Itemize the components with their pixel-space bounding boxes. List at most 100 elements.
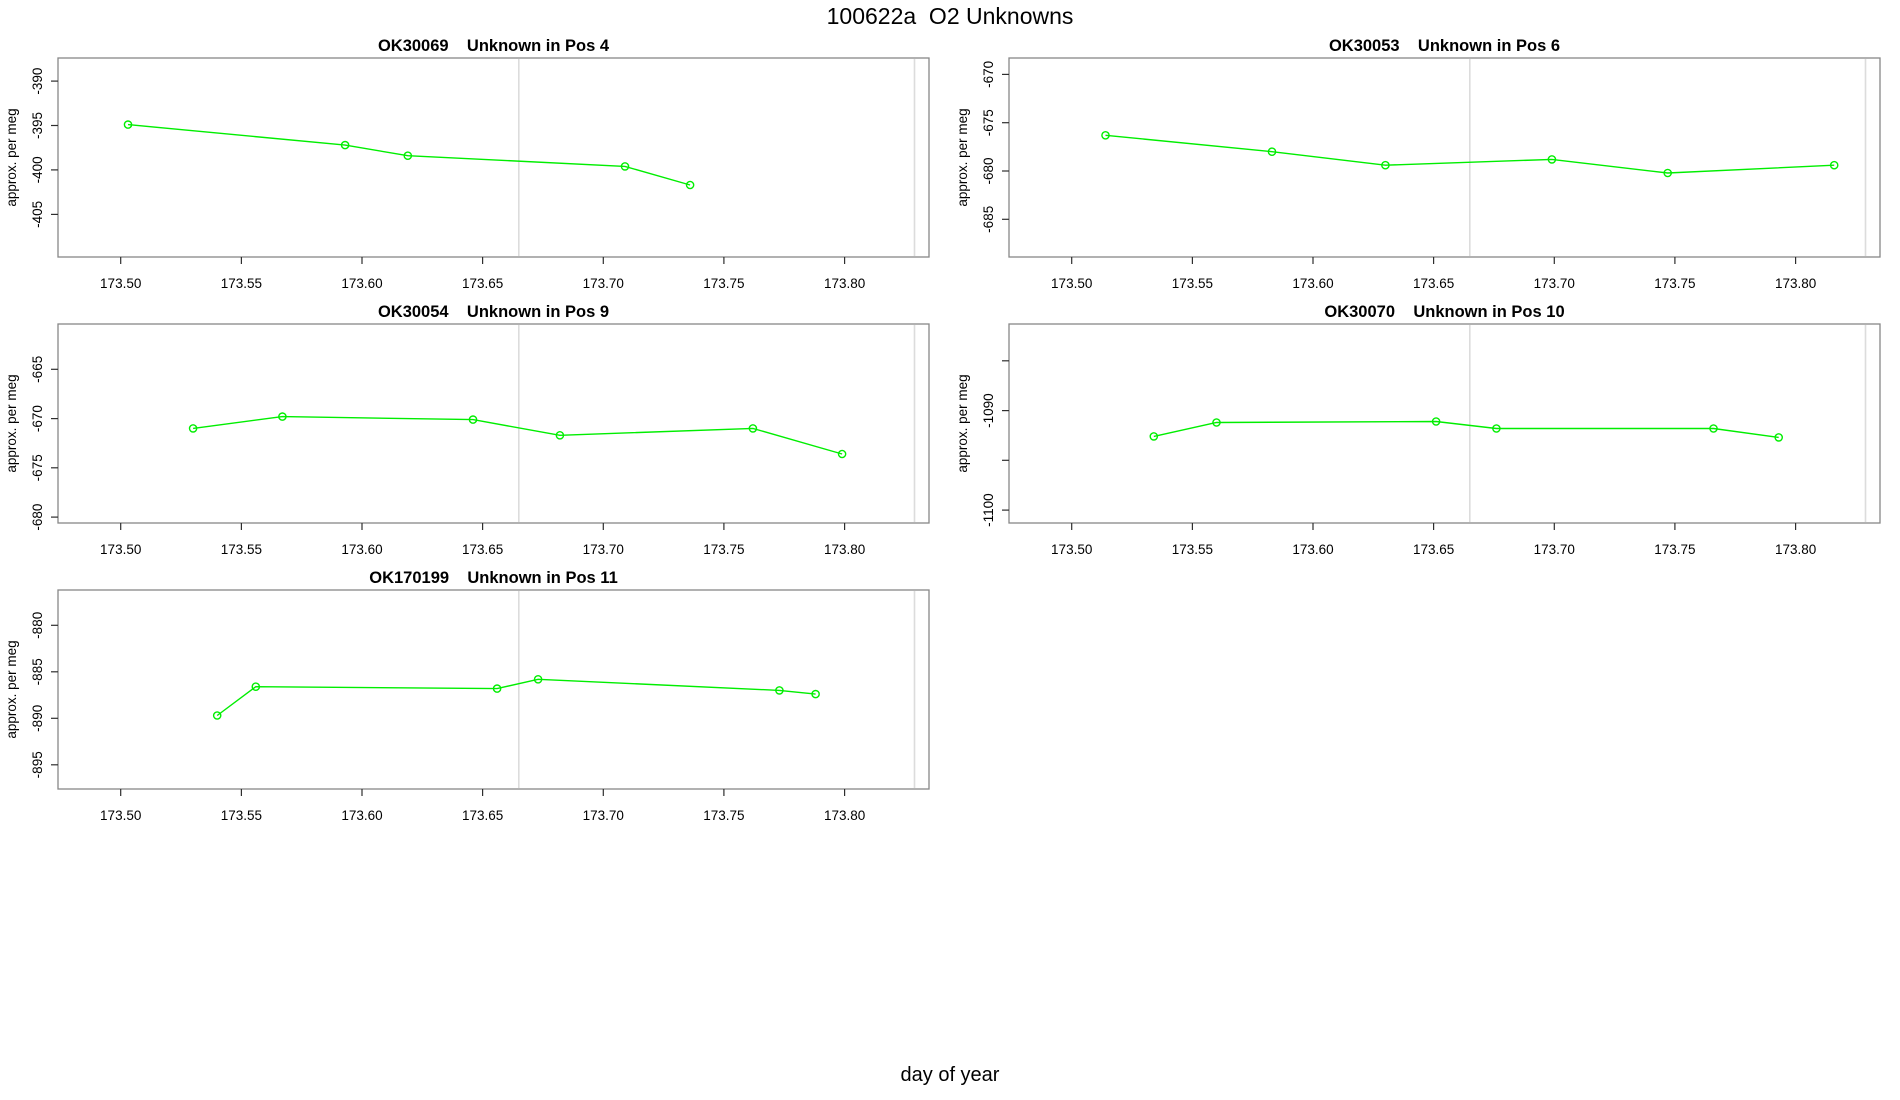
y-tick-label: -895 [30,751,45,778]
plot-box [57,57,930,258]
data-point-marker [1547,155,1557,164]
y-axis-label: approx. per meg [4,108,19,206]
panel-ok30069: OK30069 Unknown in Pos 4 173.50 173.55 173.… [4,37,930,291]
x-tick-label: 173.80 [824,808,865,823]
series-line [1153,420,1779,439]
x-tick-label: 173.55 [1172,542,1213,557]
data-point-marker [1663,168,1673,178]
series-line [1105,134,1835,174]
page-title: 100622a O2 Unknowns [826,3,1074,29]
y-tick-label: -1100 [981,493,996,527]
x-tick-label: 173.65 [462,808,503,823]
x-tick-label: 173.65 [462,542,503,557]
y-axis-label: approx. per meg [955,108,970,206]
x-tick-label: 173.55 [221,542,262,557]
y-axis-label: approx. per meg [4,640,19,738]
data-point-marker [1212,418,1221,427]
data-point-marker [212,711,222,720]
plot-box [1008,323,1881,524]
x-axis-global-label: day of year [900,1064,1000,1086]
x-tick-label: 173.70 [583,542,624,557]
data-point-marker [403,151,413,160]
y-tick-label: -680 [981,157,996,184]
data-point-marker [748,424,758,433]
x-tick-label: 173.75 [1654,276,1695,291]
plot-box [1008,57,1881,258]
x-tick-label: 173.75 [703,542,744,557]
data-point-marker [1709,424,1718,433]
y-tick-label: -880 [30,612,45,639]
data-point-marker [620,162,630,171]
data-point-marker [123,120,133,129]
x-tick-label: 173.50 [1051,276,1092,291]
panel-ok30053: OK30053 Unknown in Pos 6 173.50 173.55 173.… [955,37,1881,291]
x-tick-label: 173.70 [583,808,624,823]
panel-ok30070: OK30070 Unknown in Pos 10 173.50 173.55 173… [955,303,1881,557]
data-series [1149,417,1784,442]
data-point-marker [251,682,261,691]
data-series [123,120,695,190]
x-tick-label: 173.60 [1292,542,1333,557]
x-tick-label: 173.70 [1534,542,1575,557]
x-tick-label: 173.80 [1775,276,1816,291]
x-tick-label: 173.60 [341,276,382,291]
x-tick-label: 173.65 [1413,542,1454,557]
series-line [193,415,843,455]
x-tick-label: 173.50 [100,808,141,823]
data-point-marker [1381,160,1390,170]
data-point-marker [1267,147,1277,156]
data-series [212,674,820,720]
y-tick-label: -670 [981,61,996,88]
y-tick-label: -390 [30,68,45,95]
x-tick-label: 173.55 [221,808,262,823]
x-tick-label: 173.50 [1051,542,1092,557]
data-point-marker [468,415,478,424]
plot-box [57,589,930,790]
x-tick-label: 173.70 [1534,276,1575,291]
panel-title: OK30070 Unknown in Pos 10 [1324,303,1564,321]
x-tick-label: 173.65 [1413,276,1454,291]
data-point-marker [188,424,198,433]
y-tick-label: -680 [30,504,45,531]
y-tick-label: -395 [30,112,45,139]
panel-title: OK30069 Unknown in Pos 4 [378,37,610,55]
y-axis-label: approx. per meg [4,374,19,472]
y-tick-label: -400 [30,156,45,183]
x-tick-label: 173.70 [583,276,624,291]
data-point-marker [492,684,502,693]
x-tick-label: 173.55 [1172,276,1213,291]
panel-ok170199: OK170199 Unknown in Pos 11 173.50 173.55 17… [4,569,930,823]
data-point-marker [1149,432,1159,441]
panel-ok30054: OK30054 Unknown in Pos 9 173.50 173.55 173.… [4,303,930,557]
plot-box [57,323,930,524]
panel-title: OK30053 Unknown in Pos 6 [1329,37,1560,55]
x-tick-label: 173.60 [341,808,382,823]
y-tick-label: -405 [30,201,45,228]
data-point-marker [1101,130,1110,140]
data-point-marker [278,412,287,421]
x-tick-label: 173.50 [100,276,141,291]
data-point-marker [1774,433,1784,442]
x-tick-label: 173.80 [824,542,865,557]
data-point-marker [1431,417,1441,426]
y-tick-label: -675 [30,454,45,481]
y-tick-label: -885 [30,658,45,685]
data-point-marker [340,140,350,150]
y-axis-label: approx. per meg [955,374,970,472]
y-tick-label: -1090 [981,393,996,428]
series-line [127,123,691,186]
y-tick-label: -675 [981,109,996,136]
y-tick-label: -665 [30,356,45,383]
x-tick-label: 173.75 [703,276,744,291]
data-point-marker [1492,424,1501,433]
x-tick-label: 173.65 [462,276,503,291]
data-point-marker [811,689,820,699]
data-series [188,412,847,459]
x-tick-label: 173.60 [341,542,382,557]
data-point-marker [685,180,695,190]
x-tick-label: 173.60 [1292,276,1333,291]
y-tick-label: -685 [981,206,996,233]
x-tick-label: 173.55 [221,276,262,291]
data-point-marker [1829,160,1839,170]
